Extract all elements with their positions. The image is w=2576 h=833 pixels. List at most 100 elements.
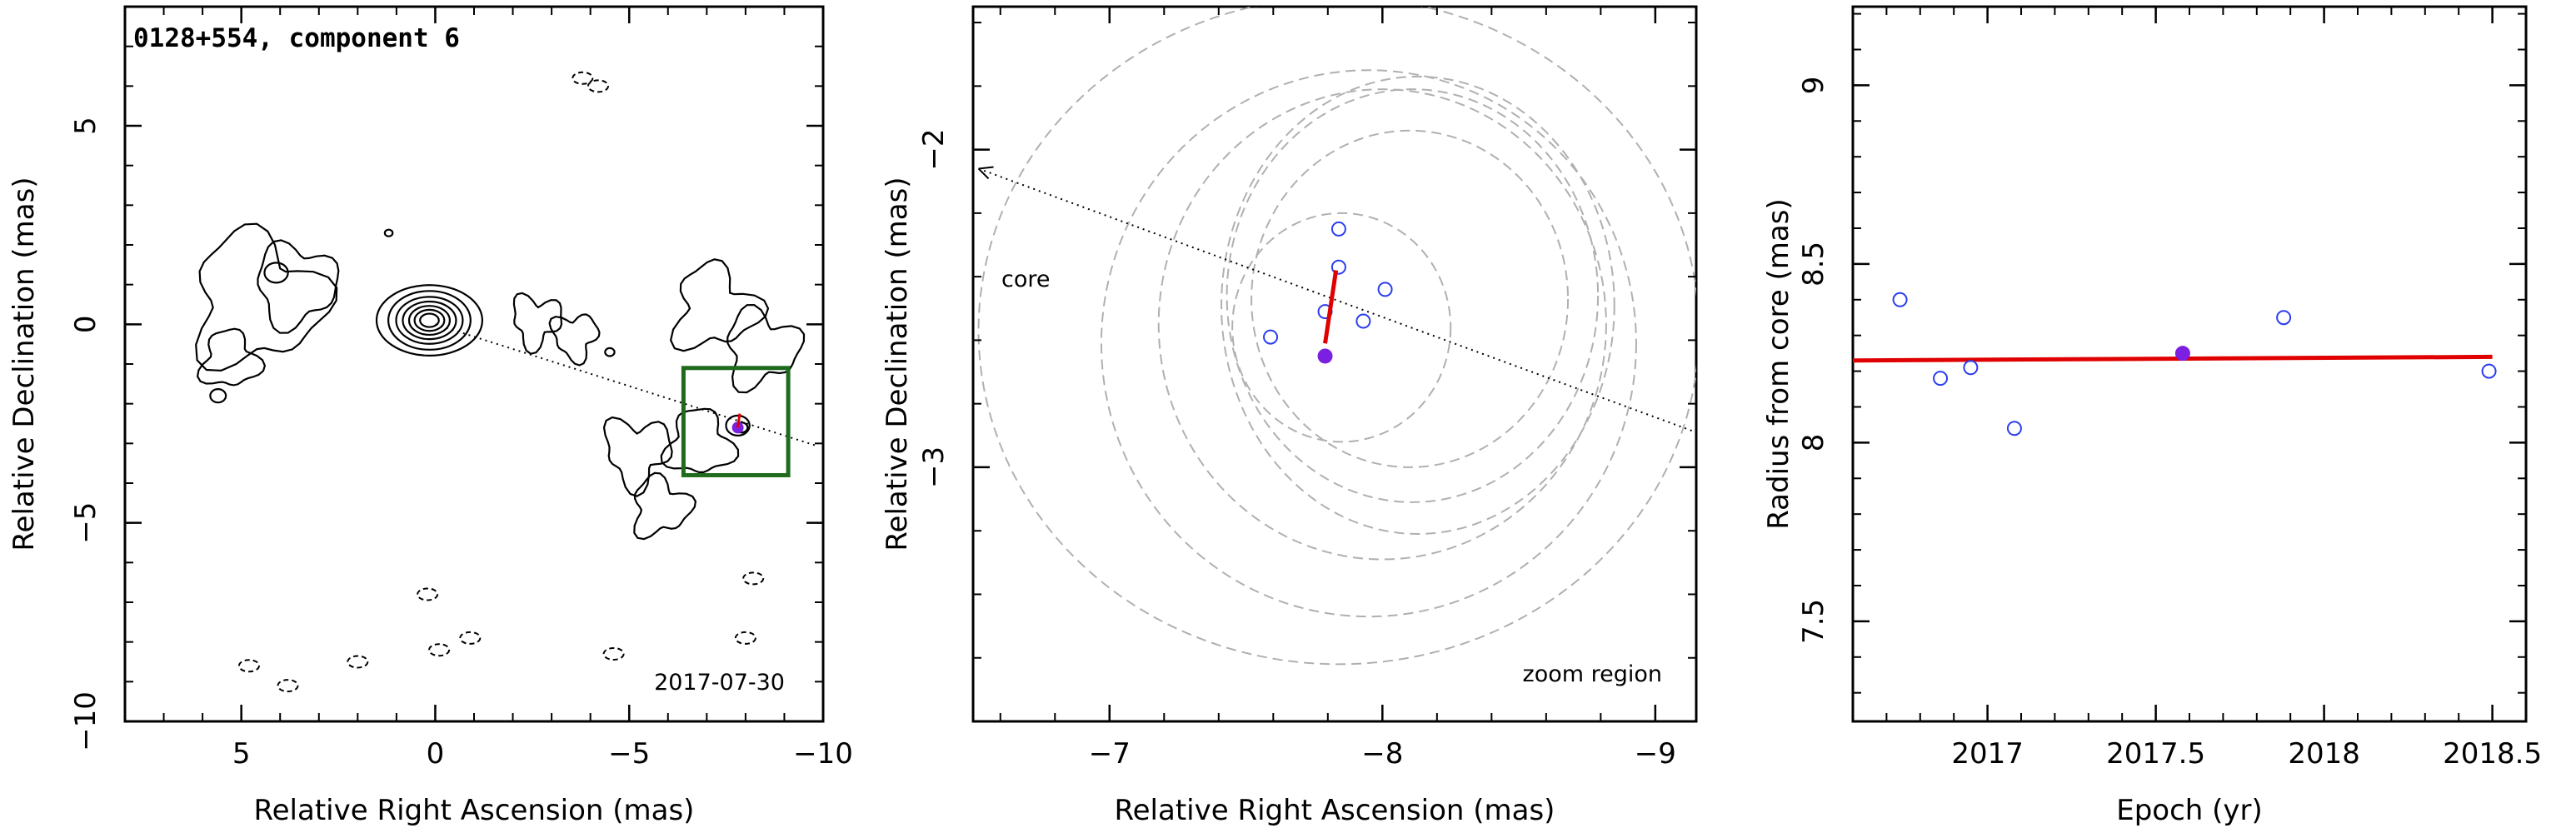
x-axis-title: Relative Right Ascension (mas): [1115, 794, 1555, 827]
core-contour: [413, 308, 446, 332]
motion-vector: [1323, 270, 1339, 344]
jet-contour: [669, 258, 770, 352]
x-axis-title: Epoch (yr): [2116, 794, 2263, 827]
component-fit-ellipse: [977, 7, 1696, 666]
negative-contour: [587, 79, 609, 93]
x-tick-label: 2018: [2288, 737, 2360, 771]
position-point: [1330, 221, 1346, 237]
x-tick-label: 2018.5: [2443, 737, 2542, 771]
x-tick-label: 5: [232, 737, 251, 771]
plot-frame: [123, 5, 825, 723]
fit-line: [1852, 354, 2493, 363]
x-axis-title: Relative Right Ascension (mas): [254, 794, 695, 827]
contour-layer: [195, 71, 806, 693]
position-point: [1355, 313, 1371, 329]
tick-marks: [973, 7, 1696, 721]
data-point: [2276, 310, 2292, 326]
core-direction-line: [978, 167, 1697, 433]
y-tick-label: −5: [69, 502, 102, 544]
negative-contour: [459, 631, 482, 645]
component-fit-ellipse: [1226, 88, 1600, 503]
jet-contour: [383, 228, 394, 237]
negative-contour: [237, 659, 260, 673]
y-tick-label: 8: [1797, 434, 1830, 452]
jet-contour: [209, 388, 227, 404]
jet-contour: [257, 239, 340, 334]
jet-contour: [548, 313, 601, 367]
data-point: [1892, 292, 1908, 307]
contour-map-panel: 0128+554, component 6 2017-07-30 Relativ…: [7, 5, 853, 827]
y-tick-label: −2: [917, 129, 951, 171]
y-axis-title: Relative Declination (mas): [881, 177, 914, 551]
zoom-panel: core zoom region Relative Right Ascensio…: [881, 5, 1698, 827]
y-tick-label: 9: [1797, 77, 1830, 95]
y-axis-title: Radius from core (mas): [1762, 198, 1795, 529]
position-point: [1263, 329, 1279, 345]
x-tick-label: −7: [1089, 737, 1131, 771]
y-tick-label: 0: [69, 316, 102, 334]
data-point: [2481, 363, 2497, 379]
x-tick-label: 2017: [1951, 737, 2024, 771]
x-tick-label: −8: [1361, 737, 1403, 771]
x-tick-label: −5: [608, 737, 650, 771]
plot-frame: [971, 5, 1698, 723]
negative-contour: [428, 643, 451, 657]
x-tick-label: 0: [427, 737, 445, 771]
data-point: [2006, 421, 2022, 436]
jet-contour: [263, 262, 289, 284]
y-tick-label: −10: [69, 691, 102, 751]
position-point: [1377, 282, 1393, 297]
panel-title: 0128+554, component 6: [133, 23, 460, 53]
component-fit-ellipse: [1157, 88, 1607, 561]
core-label: core: [1001, 267, 1050, 292]
component-fit-ellipse: [1100, 69, 1637, 618]
radius-epoch-panel: Epoch (yr) Radius from core (mas) 2017 20…: [1762, 5, 2542, 827]
y-tick-label: −3: [917, 446, 951, 488]
negative-contour: [602, 646, 625, 661]
core-contour: [387, 290, 472, 351]
epoch-date-label: 2017-07-30: [654, 670, 785, 696]
jet-contour: [604, 347, 616, 357]
jet-contour: [512, 292, 563, 355]
core-arrowhead: [977, 166, 994, 180]
y-axis-title: Relative Declination (mas): [7, 177, 41, 551]
core-contour: [375, 284, 484, 357]
y-tick-label: 8.5: [1797, 242, 1830, 287]
jet-contour: [726, 303, 806, 394]
core-contour: [395, 296, 464, 345]
x-tick-label: −9: [1635, 737, 1676, 771]
jet-contour: [602, 416, 673, 497]
plot-frame: [1851, 5, 2528, 723]
core-direction-line: [435, 323, 816, 446]
negative-contour: [277, 679, 299, 693]
tick-marks: [124, 6, 825, 723]
data-point: [1963, 360, 1979, 376]
jet-contour: [660, 407, 740, 473]
zoom-region-box: [681, 366, 791, 477]
core-contour: [419, 312, 440, 328]
negative-contour: [347, 655, 369, 669]
jet-contour: [633, 471, 697, 541]
tick-marks: [1852, 7, 2527, 721]
x-tick-label: 2017.5: [2106, 737, 2205, 771]
position-point: [1330, 259, 1346, 275]
core-contour: [402, 300, 457, 341]
component-fit-ellipse: [1251, 129, 1570, 468]
data-point: [1933, 371, 1949, 387]
component-fit-ellipse: [1221, 75, 1615, 536]
y-tick-label: 7.5: [1797, 599, 1830, 644]
component-fit-ellipse: [1231, 212, 1452, 443]
current-epoch-point: [1317, 348, 1333, 364]
core-contour: [407, 305, 452, 337]
negative-contour: [742, 571, 765, 586]
x-tick-label: −10: [793, 737, 853, 771]
current-epoch-point: [2174, 346, 2190, 362]
motion-vector: [736, 413, 741, 428]
negative-contour: [417, 587, 439, 601]
ellipse-layer: [977, 7, 1696, 666]
jet-contour: [196, 327, 267, 387]
y-tick-label: 5: [69, 117, 102, 135]
jet-contour: [725, 414, 751, 436]
zoom-region-label: zoom region: [1523, 661, 1662, 687]
